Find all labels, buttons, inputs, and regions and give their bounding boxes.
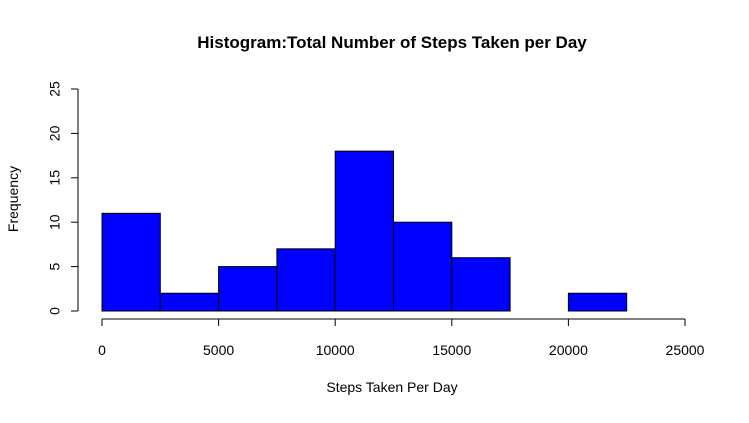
x-tick-label: 25000: [666, 342, 705, 358]
y-tick-label: 25: [47, 81, 63, 97]
x-axis: 0 5000 10000 15000 20000 25000: [98, 318, 705, 358]
chart-title: Histogram:Total Number of Steps Taken pe…: [197, 33, 587, 52]
y-tick-label: 15: [47, 170, 63, 186]
x-tick-label: 5000: [203, 342, 234, 358]
histogram-bar-3: [276, 248, 336, 312]
y-tick-label: 20: [47, 125, 63, 141]
y-axis-label: Frequency: [5, 166, 21, 232]
x-tick-label: 10000: [316, 342, 355, 358]
x-tick-label: 0: [98, 342, 106, 358]
y-tick-label: 0: [47, 307, 63, 315]
histogram-bar-5: [393, 221, 453, 312]
y-tick-label: 5: [47, 262, 63, 270]
histogram-bar-8: [567, 292, 628, 312]
x-tick-label: 20000: [549, 342, 588, 358]
histogram-bar-6: [451, 257, 511, 312]
x-axis-label: Steps Taken Per Day: [326, 379, 457, 395]
histogram-bar-2: [218, 266, 278, 312]
y-axis: 0 5 10 15 20 25: [47, 81, 79, 315]
bars-group: [101, 150, 628, 312]
histogram-bar-0: [101, 212, 161, 312]
x-tick-label: 15000: [432, 342, 471, 358]
y-tick-label: 10: [47, 214, 63, 230]
histogram-bar-4: [334, 150, 395, 312]
histogram-bar-1: [159, 292, 220, 312]
